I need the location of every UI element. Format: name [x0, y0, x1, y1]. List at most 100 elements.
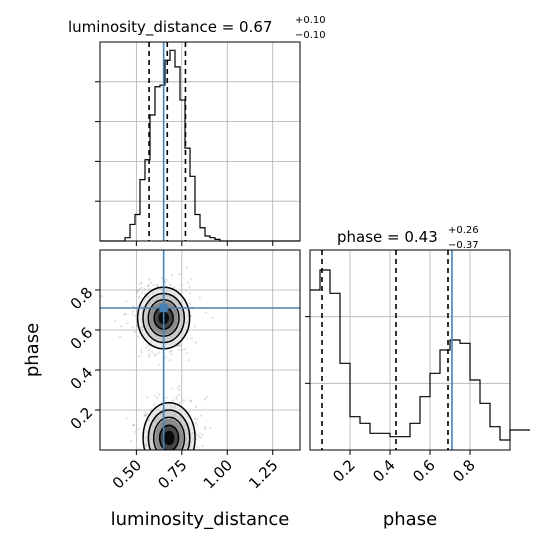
scatter-point	[175, 395, 178, 398]
scatter-point	[186, 337, 189, 340]
y-tick-label-phase-2: 0.6	[67, 324, 97, 354]
scatter-point	[182, 399, 186, 402]
x-axis-label-luminosity-distance: luminosity_distance	[111, 509, 290, 530]
scatter-point	[200, 414, 203, 417]
scatter-point	[195, 451, 197, 453]
scatter-point	[184, 457, 186, 459]
scatter-point	[140, 286, 143, 290]
scatter-point	[133, 330, 137, 333]
scatter-point	[168, 358, 171, 362]
scatter-point	[155, 467, 157, 469]
scatter-point	[196, 433, 199, 437]
scatter-point	[156, 451, 158, 453]
scatter-point	[203, 425, 206, 429]
scatter-point	[202, 458, 204, 460]
scatter-point	[184, 455, 186, 457]
scatter-point	[153, 394, 157, 398]
scatter-point	[174, 452, 176, 454]
scatter-point	[201, 444, 204, 448]
scatter-point	[144, 414, 148, 417]
scatter-point	[125, 417, 128, 420]
scatter-point	[100, 295, 103, 298]
scatter-point	[183, 457, 185, 459]
scatter-point	[156, 283, 159, 286]
scatter-point	[137, 428, 140, 431]
scatter-point	[143, 413, 147, 416]
marginal-title-phase-sub: −0.37	[448, 240, 479, 251]
scatter-point	[198, 467, 200, 469]
scatter-point	[125, 300, 128, 303]
scatter-point	[133, 423, 136, 427]
scatter-point	[163, 455, 165, 457]
scatter-point	[153, 463, 155, 465]
scatter-point	[156, 458, 158, 460]
scatter-point	[188, 399, 192, 402]
scatter-point	[179, 344, 182, 347]
scatter-point	[166, 463, 168, 465]
scatter-point	[179, 454, 181, 456]
scatter-point	[153, 463, 155, 465]
scatter-point	[151, 350, 154, 354]
scatter-point	[190, 314, 193, 317]
scatter-point	[169, 455, 171, 457]
scatter-point	[147, 284, 150, 287]
scatter-point	[164, 451, 166, 453]
scatter-point	[138, 355, 141, 358]
scatter-point	[145, 396, 149, 399]
marginal-title-luminosity-distance-sub: −0.10	[295, 30, 326, 41]
scatter-point	[173, 453, 175, 455]
scatter-point	[198, 432, 201, 435]
scatter-point	[149, 474, 151, 476]
scatter-point	[158, 471, 160, 473]
scatter-point	[147, 344, 151, 347]
joint-truth-marker	[159, 304, 168, 312]
scatter-point	[139, 282, 142, 285]
scatter-point	[150, 464, 152, 466]
contour-1-2	[152, 416, 186, 450]
scatter-point	[175, 452, 177, 454]
scatter-point	[165, 278, 168, 281]
scatter-point	[180, 349, 183, 352]
scatter-point	[168, 350, 171, 353]
scatter-point	[147, 348, 151, 351]
joint-panel-phase-vs-luminosity-distance	[95, 249, 301, 479]
scatter-point	[157, 363, 160, 366]
scatter-point	[196, 459, 198, 461]
scatter-point	[201, 433, 204, 437]
scatter-point	[166, 456, 168, 458]
scatter-point	[187, 358, 191, 362]
x-tick-labels-luminosity-distance: 0.50 0.75 1.00 1.25	[109, 456, 282, 492]
scatter-point	[187, 460, 189, 462]
scatter-point	[173, 286, 176, 289]
scatter-point	[209, 426, 212, 430]
scatter-point	[140, 348, 143, 351]
scatter-point	[195, 437, 198, 441]
marginal-panel-luminosity-distance	[95, 41, 301, 246]
contour-1-0	[142, 402, 196, 450]
scatter-point	[156, 396, 159, 400]
scatter-point	[170, 350, 173, 353]
contour-1-3	[158, 424, 180, 450]
scatter-point	[158, 351, 161, 354]
ld-marginal-frame	[99, 41, 301, 242]
x-tick-label-ld-1: 0.75	[154, 456, 190, 492]
scatter-point	[145, 413, 148, 416]
scatter-point	[185, 477, 187, 479]
x-tick-label-phase-1: 0.4	[369, 456, 399, 486]
scatter-point	[194, 421, 198, 424]
scatter-point	[189, 302, 192, 305]
scatter-point	[190, 454, 192, 456]
scatter-point	[194, 405, 197, 408]
scatter-point	[169, 283, 172, 286]
x-tick-labels-phase: 0.2 0.4 0.6 0.8	[329, 456, 479, 486]
scatter-point	[137, 335, 140, 338]
density-level-1-4	[163, 430, 175, 446]
joint-frame	[99, 249, 301, 451]
scatter-point	[176, 344, 180, 348]
scatter-point	[187, 281, 190, 284]
scatter-point	[143, 288, 146, 291]
scatter-point	[165, 396, 168, 399]
marginal-panel-phase	[305, 249, 530, 455]
scatter-point	[178, 273, 181, 276]
